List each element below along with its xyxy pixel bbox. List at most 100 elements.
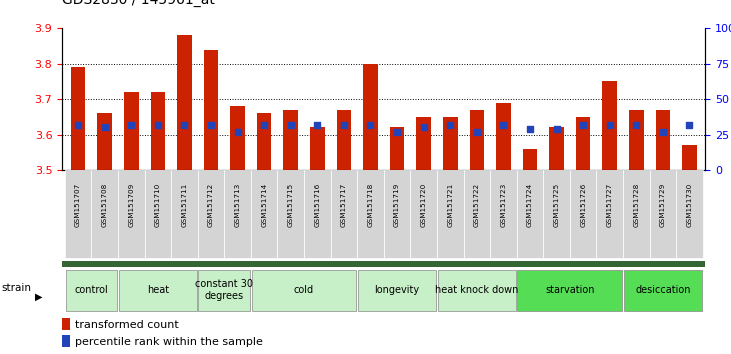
Bar [437, 170, 463, 258]
Bar [682, 145, 697, 170]
Text: ▶: ▶ [35, 292, 42, 302]
Bar [197, 170, 224, 258]
Point [365, 122, 376, 127]
Point [152, 122, 164, 127]
Bar [410, 170, 437, 258]
Bar [650, 170, 676, 258]
Text: transformed count: transformed count [75, 320, 179, 330]
FancyBboxPatch shape [66, 270, 117, 311]
Bar [357, 170, 384, 258]
Point [391, 129, 403, 135]
Bar [656, 110, 670, 170]
Bar [118, 170, 145, 258]
Bar [278, 170, 304, 258]
Bar [549, 127, 564, 170]
Bar [124, 92, 139, 170]
Point [232, 129, 243, 135]
Bar [71, 67, 86, 170]
Text: GSM151707: GSM151707 [75, 183, 81, 227]
Text: GSM151711: GSM151711 [181, 183, 187, 227]
Bar [596, 170, 623, 258]
Text: GSM151728: GSM151728 [633, 183, 640, 227]
Text: longevity: longevity [374, 285, 420, 295]
Bar [517, 170, 543, 258]
Point [205, 122, 217, 127]
Text: heat knock down: heat knock down [435, 285, 518, 295]
Text: GSM151729: GSM151729 [660, 183, 666, 227]
Text: GSM151730: GSM151730 [686, 183, 692, 227]
Text: strain: strain [1, 283, 31, 293]
Bar [336, 110, 351, 170]
Bar [602, 81, 617, 170]
Point [126, 122, 137, 127]
Text: GSM151710: GSM151710 [155, 183, 161, 227]
Text: cold: cold [294, 285, 314, 295]
Bar [204, 50, 219, 170]
Point [338, 122, 349, 127]
Bar [145, 170, 171, 258]
Point [550, 126, 562, 132]
Text: desiccation: desiccation [635, 285, 691, 295]
Bar [257, 113, 271, 170]
Point [657, 129, 669, 135]
Point [178, 122, 190, 127]
Bar [417, 117, 431, 170]
Text: GSM151714: GSM151714 [261, 183, 267, 227]
Bar [310, 127, 325, 170]
Text: GSM151723: GSM151723 [501, 183, 507, 227]
Bar [463, 170, 490, 258]
Text: GSM151718: GSM151718 [368, 183, 374, 227]
Bar [65, 170, 91, 258]
Text: GSM151720: GSM151720 [420, 183, 427, 227]
FancyBboxPatch shape [118, 270, 197, 311]
FancyBboxPatch shape [358, 270, 436, 311]
Point [258, 122, 270, 127]
Bar [384, 170, 410, 258]
Text: GSM151727: GSM151727 [607, 183, 613, 227]
Bar [543, 170, 570, 258]
Text: GSM151726: GSM151726 [580, 183, 586, 227]
Bar [523, 149, 537, 170]
Text: control: control [75, 285, 108, 295]
Bar [390, 127, 404, 170]
Text: GSM151712: GSM151712 [208, 183, 214, 227]
Text: GSM151717: GSM151717 [341, 183, 347, 227]
Text: constant 30
degrees: constant 30 degrees [195, 279, 253, 301]
Bar [177, 35, 192, 170]
Bar [304, 170, 330, 258]
Point [311, 122, 323, 127]
Text: GSM151708: GSM151708 [102, 183, 107, 227]
FancyBboxPatch shape [251, 270, 357, 311]
Bar [570, 170, 596, 258]
Bar [330, 170, 357, 258]
Text: GSM151719: GSM151719 [394, 183, 400, 227]
Bar [490, 170, 517, 258]
Point [604, 122, 616, 127]
Bar [469, 110, 484, 170]
Bar [230, 106, 245, 170]
Bar [629, 110, 643, 170]
Point [471, 129, 482, 135]
Point [444, 122, 456, 127]
Bar [91, 170, 118, 258]
Bar [171, 170, 197, 258]
FancyBboxPatch shape [438, 270, 516, 311]
Text: percentile rank within the sample: percentile rank within the sample [75, 337, 263, 347]
Bar [496, 103, 511, 170]
Point [577, 122, 589, 127]
Bar [576, 117, 591, 170]
Bar [251, 170, 278, 258]
Bar [623, 170, 650, 258]
Point [72, 122, 84, 127]
Bar [224, 170, 251, 258]
Point [99, 125, 110, 130]
Text: GSM151713: GSM151713 [235, 183, 240, 227]
Text: heat: heat [147, 285, 169, 295]
Text: GSM151716: GSM151716 [314, 183, 320, 227]
Bar [676, 170, 702, 258]
Point [630, 122, 642, 127]
Bar [151, 92, 165, 170]
Text: GSM151721: GSM151721 [447, 183, 453, 227]
Text: GSM151709: GSM151709 [128, 183, 135, 227]
Point [418, 125, 430, 130]
